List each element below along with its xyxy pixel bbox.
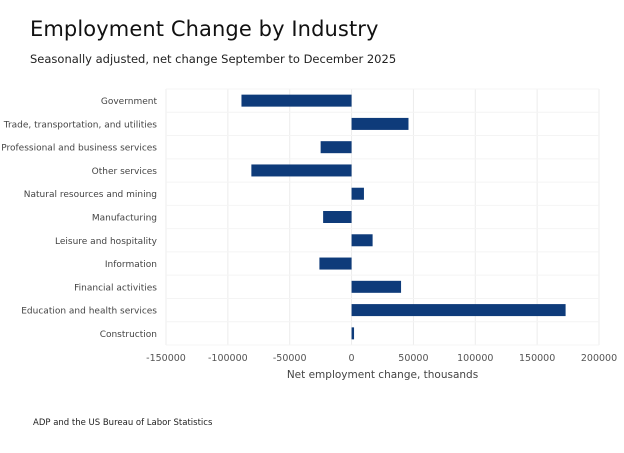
category-label: Other services [92,167,158,177]
bar [320,141,352,154]
category-label: Financial activities [74,283,157,293]
x-tick-labels: -150000 -100000 -50000 0 50000 100000 150000 20… [146,353,617,364]
bar [351,187,364,200]
gridlines [165,88,600,346]
bar [351,234,373,247]
x-tick-label: 0 [349,353,355,364]
category-label: Government [101,97,158,107]
category-label: Manufacturing [92,214,157,224]
x-axis-title: Net employment change, thousands [287,369,478,381]
x-tick-label: -150000 [146,353,186,364]
x-tick-label: -100000 [208,353,248,364]
category-label: Leisure and hospitality [55,237,158,247]
x-tick-label: 200000 [581,353,617,364]
category-label: Construction [100,330,157,340]
category-label: Trade, transportation, and utilities [3,120,158,130]
bar [241,94,352,107]
bar [351,327,355,340]
x-tick-label: 150000 [519,353,555,364]
bar [251,164,352,177]
category-label: Professional and business services [1,144,157,154]
category-label: Education and health services [21,307,157,317]
x-tick-label: 50000 [398,353,428,364]
category-label: Information [105,260,157,270]
x-tick-label: 100000 [457,353,493,364]
bar [351,117,409,130]
bar [351,280,402,293]
category-label: Natural resources and mining [24,190,157,200]
x-tick-label: -50000 [273,353,307,364]
bar [323,211,352,223]
bar [351,304,566,317]
chart-subtitle: Seasonally adjusted, net change Septembe… [30,52,397,66]
source-note: ADP and the US Bureau of Labor Statistic… [33,418,213,428]
bars [241,94,566,340]
chart-title: Employment Change by Industry [30,17,379,41]
bar [319,257,352,270]
category-labels: Government Trade, transportation, and uti… [1,97,157,340]
